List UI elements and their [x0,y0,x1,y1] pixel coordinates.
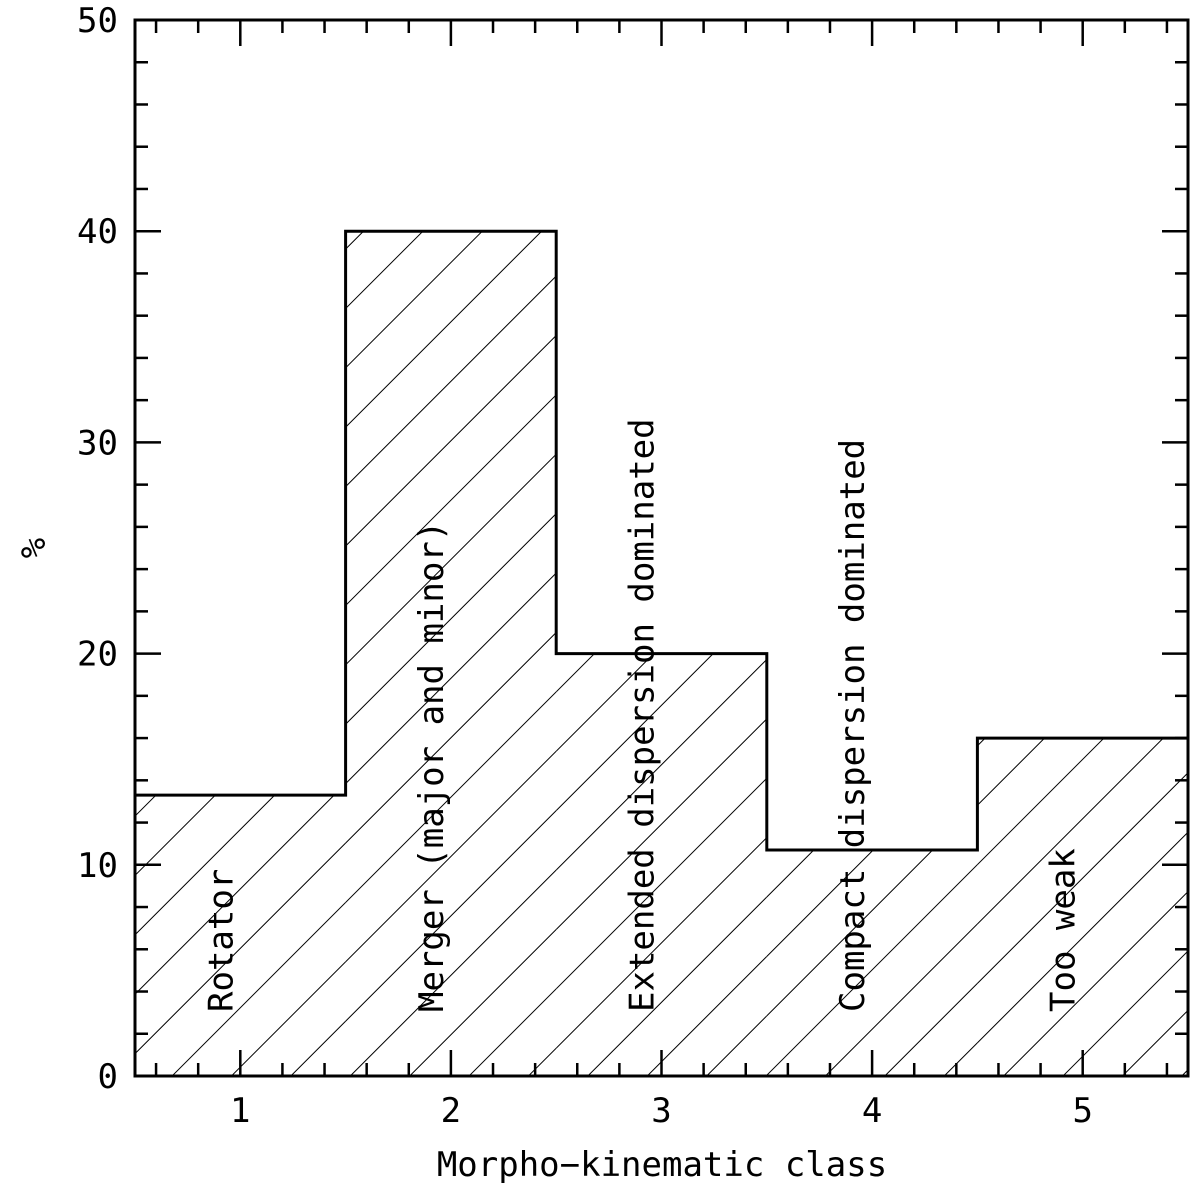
bar-5 [977,738,1188,1076]
bar-2 [345,231,557,1076]
axis-ticks [135,18,1188,1078]
bar-4 [766,850,978,1076]
x-tick-label: 4 [862,1091,882,1131]
bars-layer [135,231,1188,1076]
x-axis-title: Morpho−kinematic class [437,1145,887,1185]
histogram-outline [135,229,1188,852]
bar-text-labels: Rotator Merger (major and minor) Extended … [201,418,1083,1012]
x-tick-label: 2 [441,1091,461,1131]
y-tick-label: 10 [77,846,118,886]
bar-label-3: Extended dispersion dominated [623,418,663,1012]
y-tick-label: 40 [77,212,118,252]
x-tick-label: 1 [230,1091,250,1131]
y-tick-label: 0 [98,1057,118,1097]
bar-3 [556,653,767,1076]
x-tick-label: 3 [651,1091,671,1131]
bar-label-5: Too weak [1044,848,1084,1012]
x-tick-labels: 1 2 3 4 5 [230,1091,1093,1131]
y-tick-label: 20 [77,635,118,675]
bar-label-1: Rotator [201,869,241,1012]
bar-label-4: Compact dispersion dominated [833,439,873,1012]
y-tick-label: 50 [77,1,118,41]
bar-1 [135,795,346,1076]
y-tick-labels: 0 10 20 30 40 50 [77,1,118,1097]
y-tick-label: 30 [77,423,118,463]
x-tick-label: 5 [1072,1091,1092,1131]
y-axis-title: % [14,538,54,558]
bar-label-2: Merger (major and minor) [412,521,452,1012]
